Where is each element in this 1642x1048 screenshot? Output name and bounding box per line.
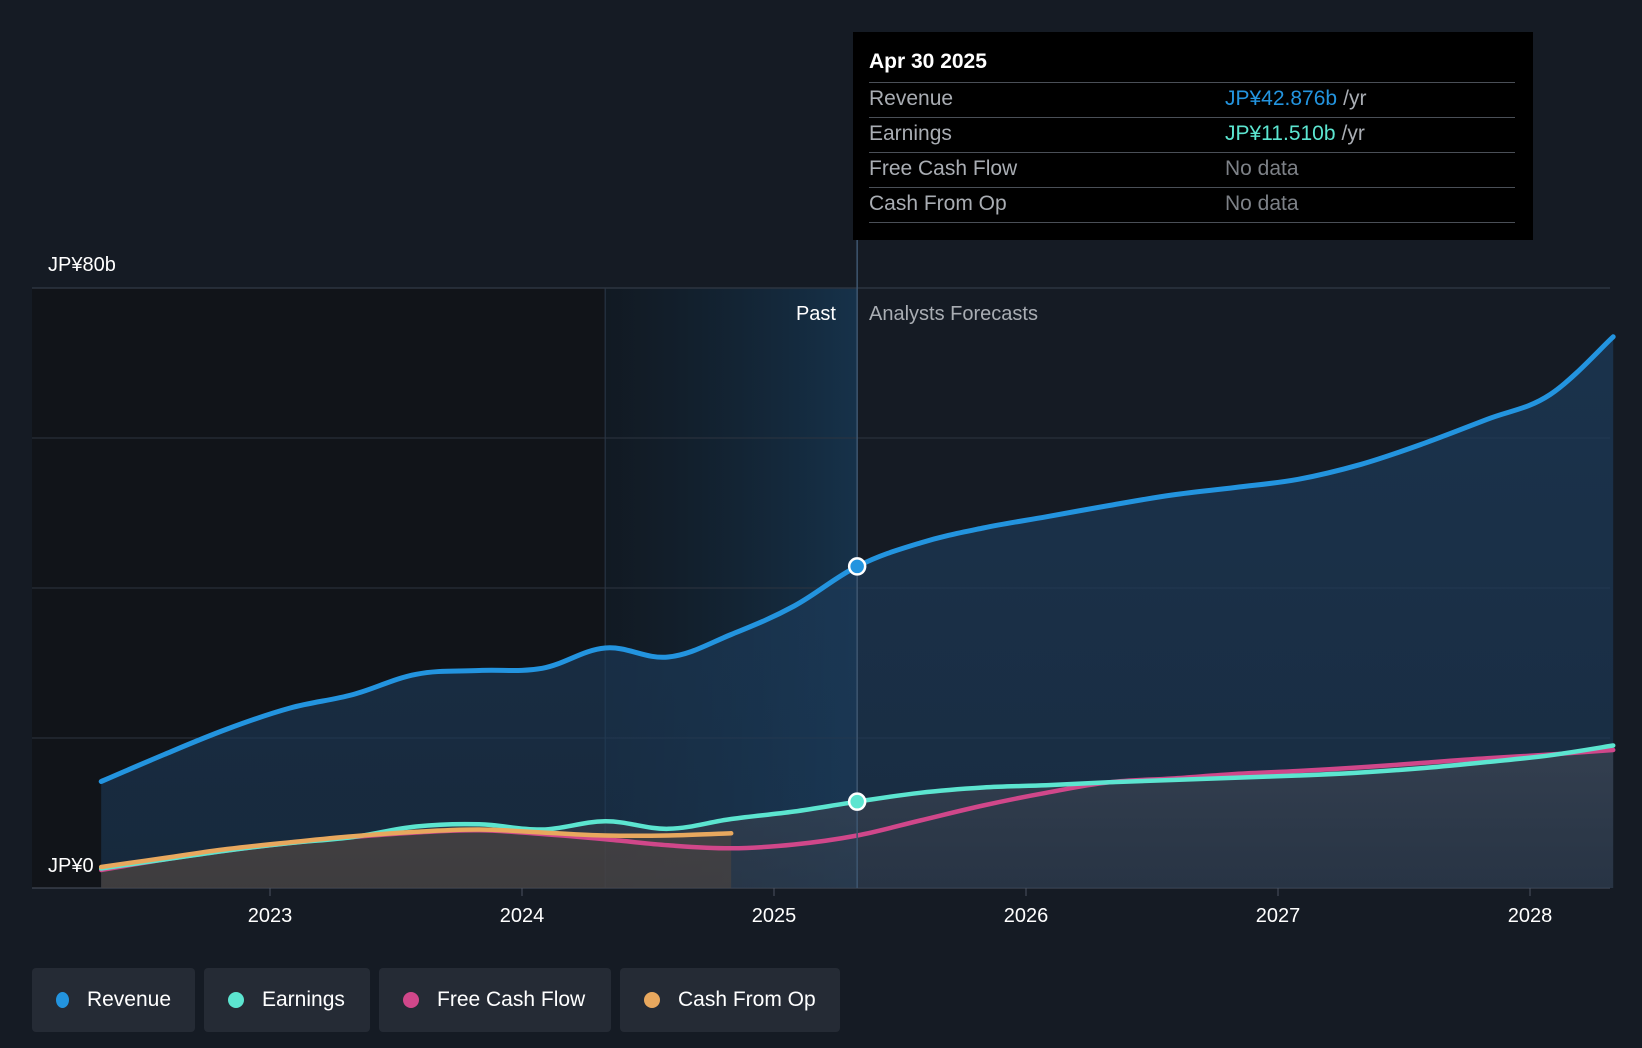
- x-tick-label-2027: 2027: [1256, 905, 1301, 927]
- tooltip-row-earnings: Earnings JP¥11.510b/yr: [869, 117, 1515, 152]
- tooltip-label: Cash From Op: [869, 192, 1007, 215]
- x-tick-label-2028: 2028: [1508, 905, 1553, 927]
- tooltip-value-unit: /yr: [1343, 87, 1367, 110]
- y-tick-label-80b: JP¥80b: [48, 254, 116, 276]
- legend-label: Cash From Op: [678, 988, 816, 1011]
- chart-legend: Revenue Earnings Free Cash Flow Cash Fro…: [32, 968, 840, 1032]
- tooltip-label: Free Cash Flow: [869, 157, 1018, 180]
- revenue-marker-point: [847, 557, 867, 576]
- earnings-marker-point: [847, 792, 867, 811]
- tooltip-divider: [869, 222, 1515, 223]
- legend-item-revenue[interactable]: Revenue: [32, 968, 195, 1032]
- legend-item-earnings[interactable]: Earnings: [204, 968, 370, 1032]
- tooltip-value-number: JP¥42.876b: [1225, 87, 1338, 110]
- tooltip-value: No data: [1225, 157, 1299, 181]
- legend-dot-icon: [56, 992, 69, 1008]
- tooltip-row-revenue: Revenue JP¥42.876b/yr: [869, 82, 1515, 117]
- tooltip-row-free-cash-flow: Free Cash Flow No data: [869, 152, 1515, 187]
- tooltip-value-number: No data: [1225, 192, 1299, 215]
- legend-item-cash-from-op[interactable]: Cash From Op: [620, 968, 840, 1032]
- tooltip-label: Revenue: [869, 87, 954, 110]
- legend-dot-icon: [403, 992, 419, 1008]
- legend-label: Revenue: [86, 988, 171, 1011]
- hover-tooltip: Apr 30 2025 Revenue JP¥42.876b/yr Earnin…: [853, 32, 1533, 240]
- forecast-section-label: Analysts Forecasts: [869, 303, 1038, 325]
- tooltip-row-cash-from-op: Cash From Op No data: [869, 187, 1515, 222]
- legend-label: Free Cash Flow: [437, 988, 586, 1011]
- legend-dot-icon: [644, 992, 660, 1008]
- cash-from-op-area: [101, 829, 732, 888]
- series-line-cash-from-op: [98, 827, 734, 870]
- tooltip-label: Earnings: [869, 122, 952, 145]
- tooltip-value: No data: [1225, 192, 1299, 216]
- past-section-label: Past: [796, 303, 836, 325]
- x-tick-label-2025: 2025: [752, 905, 797, 927]
- x-tick-label-2026: 2026: [1004, 905, 1049, 927]
- legend-item-free-cash-flow[interactable]: Free Cash Flow: [379, 968, 611, 1032]
- y-tick-label-0: JP¥0: [48, 855, 94, 877]
- tooltip-value-number: JP¥11.510b: [1225, 122, 1336, 145]
- tooltip-value-unit: /yr: [1341, 122, 1365, 145]
- x-tick-label-2023: 2023: [248, 905, 293, 927]
- tooltip-value: JP¥11.510b/yr: [1225, 122, 1365, 146]
- tooltip-value: JP¥42.876b/yr: [1225, 87, 1366, 111]
- tooltip-value-number: No data: [1225, 157, 1299, 180]
- tooltip-date: Apr 30 2025: [869, 50, 987, 73]
- legend-label: Earnings: [262, 988, 345, 1011]
- legend-dot-icon: [228, 992, 244, 1008]
- x-tick-label-2024: 2024: [500, 905, 545, 927]
